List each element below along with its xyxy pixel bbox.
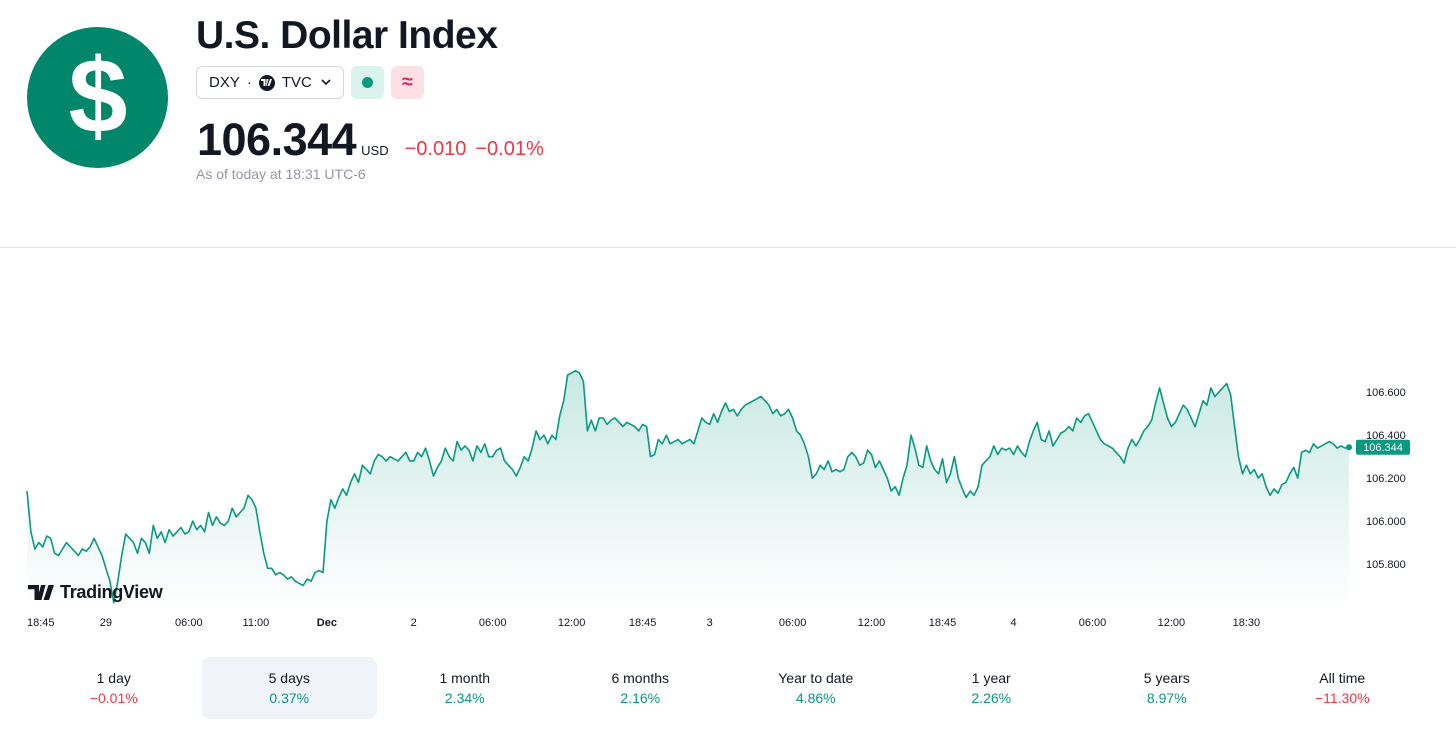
period-label: 1 month (439, 670, 491, 686)
page-title: U.S. Dollar Index (196, 14, 498, 57)
period-change: −11.30% (1314, 690, 1370, 706)
period-label: 5 days (268, 670, 310, 686)
symbol-chips: DXY · TVC ≈ (196, 66, 424, 99)
price-row: 106.344 USD −0.010 −0.01% (197, 114, 544, 166)
period-option-5-years[interactable]: 5 years 8.97% (1079, 657, 1255, 719)
approx-icon[interactable]: ≈ (390, 66, 424, 99)
period-change: −0.01% (89, 690, 138, 706)
separator-dot: · (246, 74, 252, 91)
x-tick-label: 12:00 (1158, 617, 1186, 629)
price-change-percent: −0.01% (475, 138, 544, 160)
period-label: 5 years (1143, 670, 1190, 686)
svg-text:$: $ (68, 48, 127, 148)
y-tick-label: 106.600 (1366, 387, 1406, 399)
tradingview-logo-icon (28, 585, 54, 600)
period-label: 1 day (96, 670, 131, 686)
last-price-badge-label: 106.344 (1363, 442, 1403, 454)
x-tick-label: 4 (1011, 617, 1017, 629)
x-tick-label: 2 (411, 617, 417, 629)
x-tick-label: 11:00 (243, 617, 270, 629)
tradingview-watermark: TradingView (28, 582, 163, 603)
y-tick-label: 106.400 (1366, 430, 1406, 442)
dollar-sign-icon: $ (27, 27, 168, 168)
last-price-badge (1356, 439, 1410, 455)
period-label: 1 year (971, 670, 1011, 686)
x-tick-label: 12:00 (558, 617, 586, 629)
price-line (26, 369, 1350, 604)
currency-label: USD (361, 143, 389, 158)
period-option-all-time[interactable]: All time −11.30% (1255, 657, 1431, 719)
x-tick-label: 06:00 (779, 617, 807, 629)
x-tick-label: 18:45 (629, 617, 657, 629)
period-option-1-day[interactable]: 1 day −0.01% (26, 657, 202, 719)
period-change: 8.97% (1146, 690, 1187, 706)
divider (0, 247, 1456, 248)
period-option-year-to-date[interactable]: Year to date 4.86% (728, 657, 904, 719)
price-area-fill (27, 370, 1349, 607)
period-change: 0.37% (269, 690, 310, 706)
current-price: 106.344 (197, 114, 357, 165)
x-tick-label: 06:00 (479, 617, 507, 629)
y-tick-label: 106.200 (1366, 473, 1406, 485)
period-option-6-months[interactable]: 6 months 2.16% (553, 657, 729, 719)
period-selector: 1 day −0.01% 5 days 0.37% 1 month 2.34% 6 mont… (26, 657, 1430, 719)
x-tick-label: 29 (100, 617, 112, 629)
x-tick-label: 18:30 (1233, 617, 1261, 629)
period-label: Year to date (778, 670, 854, 686)
period-option-1-month[interactable]: 1 month 2.34% (377, 657, 553, 719)
green-dot-icon (361, 77, 373, 88)
period-change: 4.86% (795, 690, 836, 706)
period-change: 2.34% (444, 690, 485, 706)
x-tick-label: 18:45 (27, 617, 55, 629)
x-tick-label: 06:00 (1079, 617, 1107, 629)
period-option-5-days[interactable]: 5 days 0.37% (201, 657, 377, 719)
x-tick-label: Dec (317, 617, 337, 629)
exchange-name: TVC (281, 74, 312, 91)
last-price-dot (1346, 444, 1352, 451)
symbol-ticker: DXY (209, 74, 240, 91)
y-tick-label: 106.000 (1366, 516, 1406, 528)
period-change: 2.16% (620, 690, 661, 706)
x-tick-label: 3 (707, 617, 713, 629)
market-status-button[interactable] (350, 66, 384, 99)
period-label: All time (1319, 670, 1366, 686)
tradingview-badge-icon (258, 74, 275, 91)
price-change: −0.010 (404, 138, 467, 160)
x-tick-label: 18:45 (929, 617, 957, 629)
as-of-timestamp: As of today at 18:31 UTC-6 (196, 166, 366, 182)
y-tick-label: 105.800 (1366, 559, 1406, 571)
watermark-text: TradingView (60, 582, 163, 602)
chevron-down-icon (321, 79, 331, 86)
price-chart[interactable]: 105.800 106.000 106.200 106.400 106.600 106.3… (0, 250, 1456, 640)
period-change: 2.26% (971, 690, 1012, 706)
x-tick-label: 06:00 (175, 617, 203, 629)
symbol-selector[interactable]: DXY · TVC (196, 66, 344, 99)
period-label: 6 months (611, 670, 670, 686)
x-tick-label: 12:00 (858, 617, 886, 629)
period-option-1-year[interactable]: 1 year 2.26% (904, 657, 1080, 719)
